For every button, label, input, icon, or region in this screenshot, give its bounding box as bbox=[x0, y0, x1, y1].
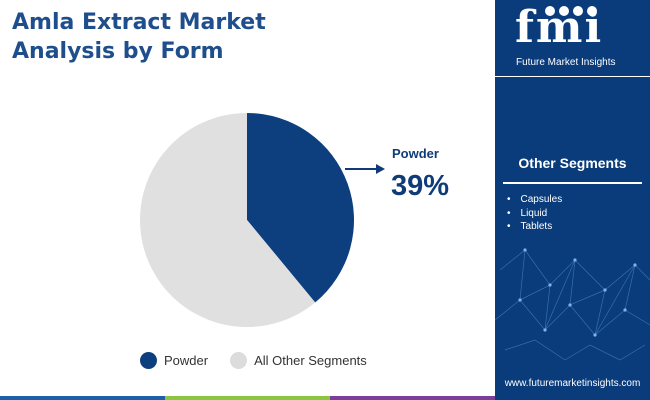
segments-divider bbox=[503, 182, 642, 184]
sidebar-panel: fmi Future Market Insights Other Segment… bbox=[495, 0, 650, 400]
network-decoration bbox=[495, 248, 650, 361]
other-segments-title: Other Segments bbox=[518, 155, 627, 171]
legend-swatch-other bbox=[230, 352, 248, 369]
logo-dot-icon bbox=[587, 6, 597, 16]
callout-arrow bbox=[345, 164, 385, 174]
legend-label-powder: Powder bbox=[164, 353, 209, 368]
other-segments-list: Capsules Liquid Tablets bbox=[507, 193, 563, 234]
logo-wordmark: fmi bbox=[515, 2, 604, 53]
logo-dot-icon bbox=[559, 6, 569, 16]
logo-dot-icon bbox=[545, 6, 555, 16]
callout-value: 39% bbox=[391, 170, 450, 202]
chart-legend: Powder All Other Segments bbox=[140, 352, 379, 369]
segment-item-capsules: Capsules bbox=[507, 193, 563, 207]
legend-label-other: All Other Segments bbox=[254, 353, 367, 368]
legend-item-powder: Powder bbox=[140, 352, 208, 369]
logo-subtitle: Future Market Insights bbox=[516, 57, 616, 68]
pie-slice-powder bbox=[247, 113, 354, 303]
page-title: Amla Extract Market Analysis by Form bbox=[12, 10, 266, 64]
bottom-bar-segment bbox=[0, 396, 165, 400]
logo-decoration bbox=[545, 6, 597, 16]
pie-slice-all-other-segments bbox=[139, 113, 316, 327]
legend-swatch-powder bbox=[140, 352, 157, 369]
brand-logo[interactable]: fmi Future Market Insights bbox=[495, 0, 650, 77]
pie-chart bbox=[139, 113, 385, 327]
callout-label: Powder bbox=[392, 146, 439, 161]
segment-item-tablets: Tablets bbox=[507, 220, 562, 234]
bottom-bar-segment bbox=[330, 396, 495, 400]
website-link[interactable]: www.futuremarketinsights.com bbox=[504, 378, 641, 389]
legend-item-other: All Other Segments bbox=[230, 352, 367, 369]
segment-item-liquid: Liquid bbox=[507, 207, 562, 221]
pie-slices bbox=[139, 113, 354, 327]
bottom-bar-segment bbox=[165, 396, 330, 400]
logo-dot-icon bbox=[573, 6, 583, 16]
bottom-color-bar bbox=[0, 396, 495, 400]
